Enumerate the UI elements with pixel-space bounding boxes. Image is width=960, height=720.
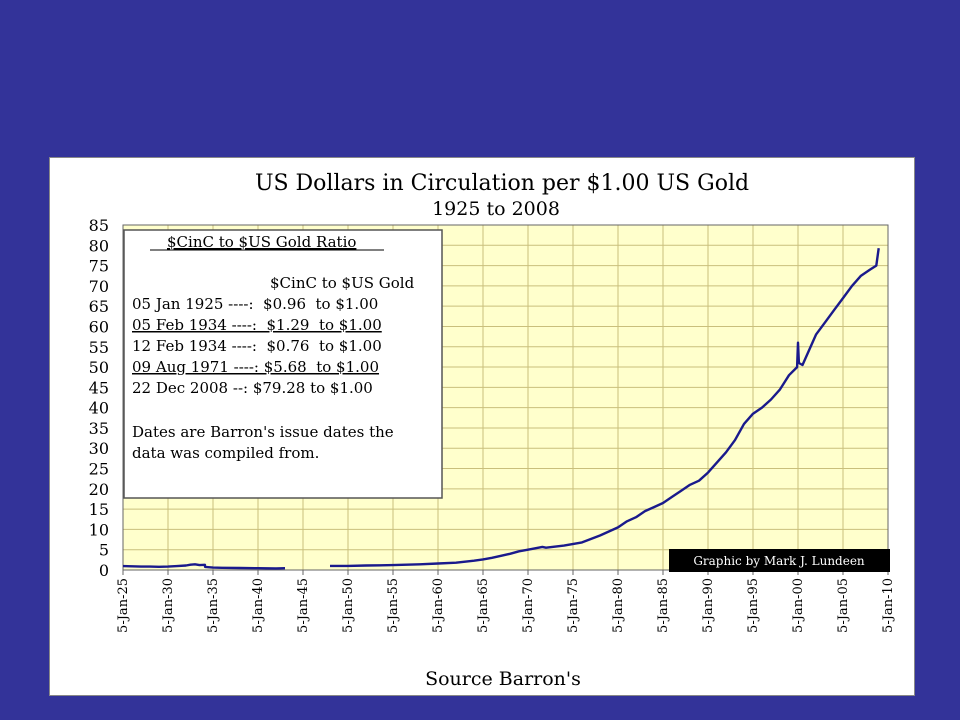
credit-badge: Graphic by Mark J. Lundeen <box>669 549 890 572</box>
x-tick-label: 5-Jan-40 <box>251 578 266 633</box>
x-tick-label: 5-Jan-75 <box>566 578 581 633</box>
x-tick-label: 5-Jan-70 <box>521 578 536 633</box>
x-tick-label: 5-Jan-95 <box>746 578 761 633</box>
legend-note-line: Dates are Barron's issue dates the <box>132 423 394 441</box>
y-tick-label: 40 <box>89 399 109 418</box>
legend-row: 05 Jan 1925 ----: $0.96 to $1.00 <box>132 295 378 313</box>
chart-subtitle: 1925 to 2008 <box>432 198 560 220</box>
y-tick-label: 35 <box>89 419 109 438</box>
y-tick-label: 50 <box>89 358 109 377</box>
y-tick-label: 45 <box>89 378 109 397</box>
legend-row: 22 Dec 2008 --: $79.28 to $1.00 <box>132 379 373 397</box>
x-tick-label: 5-Jan-85 <box>656 578 671 633</box>
y-tick-label: 75 <box>89 257 109 276</box>
y-tick-label: 20 <box>89 480 109 499</box>
plot-border <box>122 224 889 571</box>
series-layer <box>122 248 880 570</box>
x-tick-label: 5-Jan-25 <box>116 578 131 633</box>
x-tick-label: 5-Jan-35 <box>206 578 221 633</box>
legend-row: 05 Feb 1934 ----: $1.29 to $1.00 <box>132 316 382 334</box>
y-tick-label: 10 <box>89 520 109 539</box>
y-tick-label: 30 <box>89 439 109 458</box>
x-tick-label: 5-Jan-90 <box>701 578 716 633</box>
y-tick-label: 80 <box>89 236 109 255</box>
legend-column-header: $CinC to $US Gold <box>270 274 415 292</box>
legend-box: $CinC to $US Gold Ratio $CinC to $US Gol… <box>123 229 443 499</box>
x-tick-label: 5-Jan-50 <box>341 578 356 633</box>
legend-note-line: data was compiled from. <box>132 444 319 462</box>
x-tick-label: 5-Jan-60 <box>431 578 446 633</box>
y-tick-label: 15 <box>89 500 109 519</box>
series-line <box>330 248 880 568</box>
series-line <box>122 563 286 570</box>
y-tick-label: 65 <box>89 297 109 316</box>
legend-row: 12 Feb 1934 ----: $0.76 to $1.00 <box>132 337 382 355</box>
chart-svg: US Dollars in Circulation per $1.00 US G… <box>89 171 896 690</box>
y-tick-label: 5 <box>99 541 109 560</box>
y-tick-label: 85 <box>89 216 109 235</box>
x-tick-label: 5-Jan-30 <box>161 578 176 633</box>
y-tick-label: 55 <box>89 338 109 357</box>
y-tick-label: 25 <box>89 460 109 479</box>
x-tick-label: 5-Jan-10 <box>881 578 896 633</box>
y-tick-label: 0 <box>99 561 109 580</box>
x-tick-label: 5-Jan-55 <box>386 578 401 633</box>
x-tick-label: 5-Jan-80 <box>611 578 626 633</box>
x-axis-label: Source Barron's <box>425 668 581 690</box>
x-tick-label: 5-Jan-45 <box>296 578 311 633</box>
x-axis-ticks: 5-Jan-25 5-Jan-30 5-Jan-35 5-Jan-40 5-Jan-45… <box>116 570 896 633</box>
chart-frame: US Dollars in Circulation per $1.00 US G… <box>49 157 915 696</box>
legend-row: 09 Aug 1971 ----: $5.68 to $1.00 <box>132 358 379 376</box>
y-tick-label: 70 <box>89 277 109 296</box>
chart-title: US Dollars in Circulation per $1.00 US G… <box>255 171 749 196</box>
y-tick-label: 60 <box>89 317 109 336</box>
x-tick-label: 5-Jan-05 <box>836 578 851 633</box>
x-tick-label: 5-Jan-65 <box>476 578 491 633</box>
x-tick-label: 5-Jan-00 <box>791 578 806 633</box>
legend-heading: $CinC to $US Gold Ratio <box>167 233 356 251</box>
credit-text: Graphic by Mark J. Lundeen <box>693 554 865 568</box>
